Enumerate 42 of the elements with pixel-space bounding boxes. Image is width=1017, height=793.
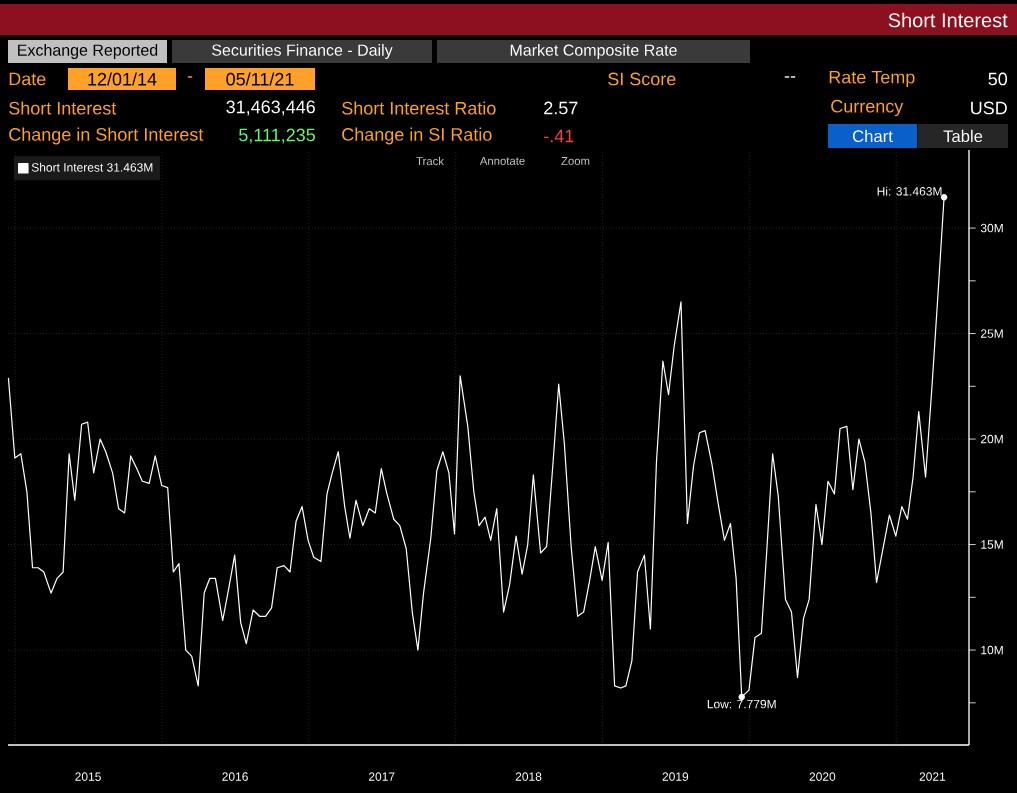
text: Chart: [852, 129, 893, 143]
text: -: [187, 76, 193, 78]
text: 50: [988, 72, 1008, 86]
annotation: Zoom: [561, 157, 590, 165]
text: Table: [943, 129, 983, 143]
y-tick-label: 30M: [980, 223, 1003, 233]
text: 5,111,235: [239, 128, 315, 144]
text: Securities Finance - Daily: [212, 44, 393, 59]
x-tick-label: 2018: [515, 772, 542, 781]
text: 2.57: [544, 101, 578, 115]
text: 05/11/21: [226, 72, 294, 86]
y-tick-label: 25M: [980, 329, 1003, 338]
text: Date: [9, 72, 46, 86]
x-tick-label: 2021: [919, 772, 946, 781]
x-tick-label: 2017: [368, 772, 395, 781]
text: --: [784, 76, 796, 78]
annotation: Annotate: [479, 157, 525, 165]
x-tick-label: 2020: [809, 772, 836, 781]
text: Short Interest Ratio: [342, 101, 496, 115]
text: Short Interest: [9, 101, 117, 115]
text: Currency: [831, 99, 904, 117]
text: Rate Temp: [829, 70, 915, 88]
legend-label: Short Interest 31.463M: [31, 162, 153, 172]
text: Exchange Reported: [18, 44, 158, 59]
y-tick-label: 10M: [981, 645, 1003, 655]
x-tick-label: 2015: [75, 772, 101, 781]
text: 12/01/14: [88, 72, 157, 86]
text: 31,463,446: [226, 100, 315, 116]
text: -.41: [544, 129, 574, 143]
text: Market Composite Rate: [510, 44, 677, 59]
chart-title: Short Interest: [888, 12, 1008, 28]
x-tick-label: 2019: [662, 772, 689, 781]
annotation: Low: 7.779M: [707, 699, 776, 709]
text: Change in Short Interest: [9, 127, 204, 145]
annotation: Track: [416, 156, 444, 166]
x-tick-label: 2016: [222, 772, 248, 781]
y-tick-label: 15M: [981, 540, 1003, 549]
text: Change in SI Ratio: [342, 127, 492, 145]
text: SI Score: [608, 72, 676, 86]
annotation: Hi: 31.463M: [877, 186, 942, 196]
y-tick-label: 20M: [980, 434, 1003, 444]
text: USD: [971, 101, 1007, 115]
